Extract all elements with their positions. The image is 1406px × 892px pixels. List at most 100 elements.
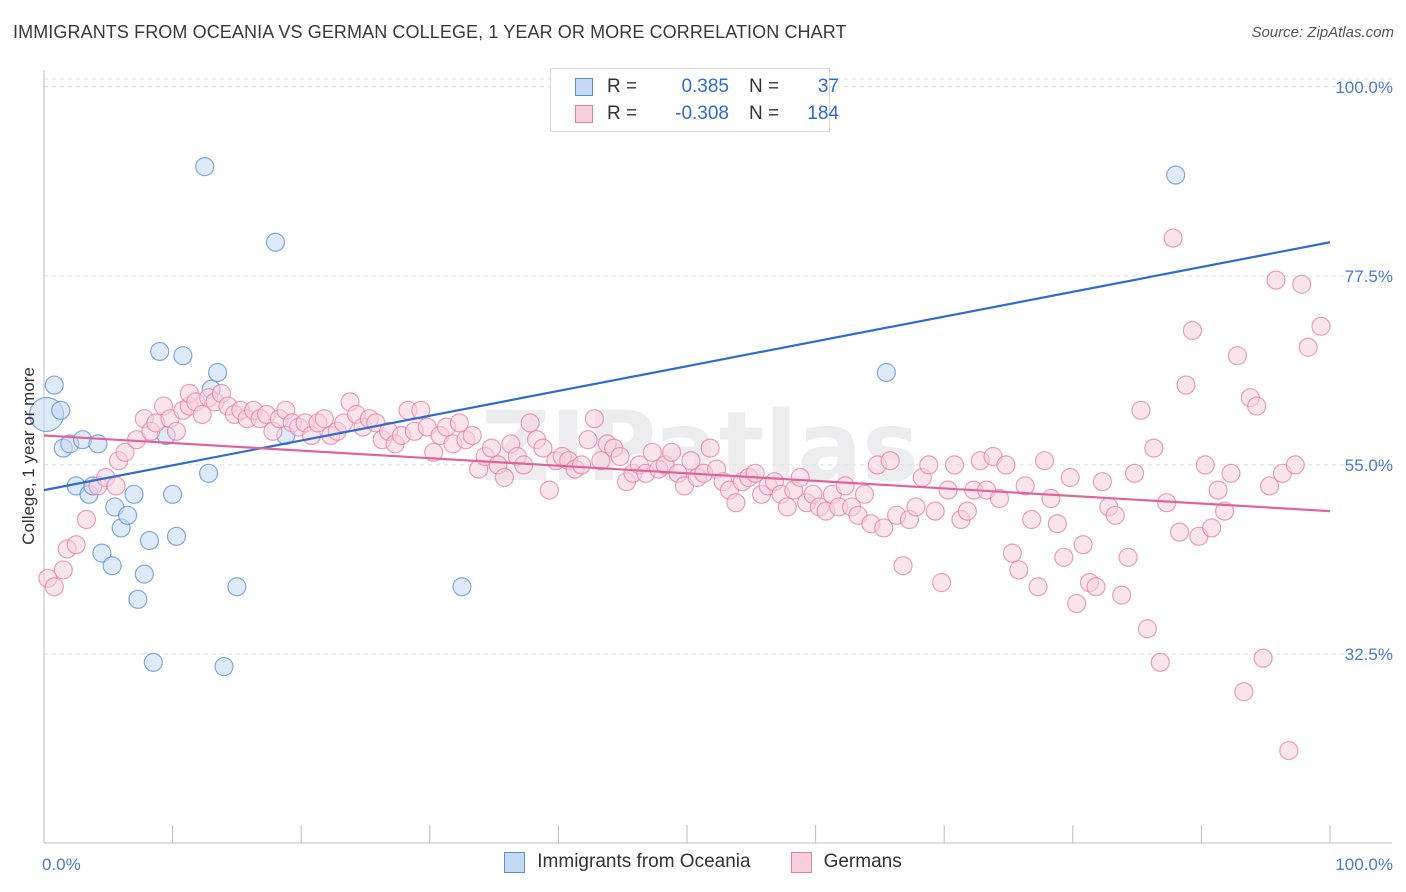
series-legend: Immigrants from Oceania Germans bbox=[0, 851, 1406, 873]
germans-point bbox=[66, 535, 86, 555]
germans-point bbox=[1253, 648, 1273, 668]
germans-point bbox=[944, 455, 965, 475]
germans-point bbox=[533, 438, 553, 458]
x-tick-label: 0.0% bbox=[42, 855, 81, 874]
legend-label: Germans bbox=[823, 851, 902, 872]
germans-point bbox=[1105, 505, 1125, 525]
germans-point bbox=[1073, 535, 1093, 555]
germans-point bbox=[1022, 509, 1042, 530]
germans-point bbox=[681, 451, 701, 471]
oceania-point bbox=[265, 232, 286, 252]
germans-point bbox=[642, 442, 662, 462]
germans-point bbox=[76, 509, 97, 530]
r-label: R = bbox=[607, 76, 638, 97]
legend-row-oceania: R = 0.385 N = 37 bbox=[575, 74, 839, 100]
germans-point bbox=[1015, 476, 1035, 496]
x-tick-labels: 0.0% 100.0% bbox=[42, 855, 1393, 874]
germans-point bbox=[106, 476, 126, 496]
axes bbox=[43, 70, 1392, 844]
oceania-point bbox=[139, 530, 160, 551]
germans-point bbox=[1247, 396, 1267, 416]
legend-label: Immigrants from Oceania bbox=[537, 851, 751, 872]
n-value: 184 bbox=[807, 103, 839, 124]
oceania-point bbox=[134, 564, 154, 584]
germans-point bbox=[1144, 438, 1164, 458]
germans-point bbox=[1137, 619, 1157, 639]
x-tick-label: 100.0% bbox=[1335, 855, 1393, 874]
legend-item-germans[interactable]: Germans bbox=[790, 851, 902, 873]
germans-point bbox=[957, 501, 977, 521]
legend-row-germans: R = -0.308 N = 184 bbox=[575, 101, 839, 127]
germans-point bbox=[1028, 577, 1048, 597]
germans-point bbox=[874, 518, 894, 538]
germans-point bbox=[919, 455, 939, 475]
germans-point bbox=[1182, 320, 1202, 341]
y-tick-label: 32.5% bbox=[1345, 645, 1393, 664]
oceania-point bbox=[227, 577, 247, 597]
germans-point bbox=[1311, 316, 1331, 336]
germans-point bbox=[1266, 270, 1286, 290]
germans-swatch bbox=[575, 105, 593, 123]
germans-point bbox=[932, 572, 952, 593]
germans-point bbox=[726, 493, 746, 513]
oceania-swatch bbox=[575, 78, 593, 96]
germans-point bbox=[1285, 455, 1305, 475]
germans-point bbox=[1112, 585, 1132, 605]
germans-point bbox=[1092, 472, 1112, 492]
oceania-point bbox=[452, 577, 472, 597]
germans-point bbox=[893, 556, 913, 576]
germans-point bbox=[591, 451, 611, 471]
y-axis-label: College, 1 year or more bbox=[19, 367, 38, 545]
germans-point bbox=[1060, 467, 1080, 488]
germans-point bbox=[996, 455, 1016, 475]
germans-point bbox=[462, 425, 482, 446]
germans-legend-swatch bbox=[790, 851, 812, 873]
germans-point bbox=[1176, 375, 1196, 395]
germans-point bbox=[192, 404, 212, 425]
germans-point bbox=[1067, 593, 1087, 614]
germans-point bbox=[880, 451, 900, 471]
germans-point bbox=[539, 480, 559, 500]
oceania-point bbox=[117, 505, 138, 525]
r-label: R = bbox=[607, 103, 638, 124]
r-value: -0.308 bbox=[675, 103, 729, 124]
germans-point bbox=[449, 413, 469, 433]
germans-point bbox=[610, 446, 630, 467]
germans-point bbox=[1208, 480, 1228, 500]
legend-item-oceania[interactable]: Immigrants from Oceania bbox=[504, 851, 751, 873]
oceania-point bbox=[128, 589, 148, 609]
stats-legend: R = 0.385 N = 37 R = -0.308 N = 184 bbox=[550, 68, 839, 132]
germans-point bbox=[1292, 274, 1312, 294]
y-tick-label: 100.0% bbox=[1335, 78, 1393, 97]
germans-point bbox=[777, 497, 797, 517]
n-value: 37 bbox=[817, 76, 839, 97]
germans-point bbox=[854, 484, 875, 504]
germans-point bbox=[661, 442, 682, 462]
germans-point bbox=[1202, 518, 1222, 538]
oceania-point bbox=[876, 362, 896, 383]
germans-point bbox=[1279, 740, 1299, 761]
oceania-point bbox=[92, 543, 112, 563]
germans-point bbox=[494, 467, 514, 488]
n-label: N = bbox=[749, 76, 780, 97]
oceania-point bbox=[208, 362, 228, 383]
data-points bbox=[28, 157, 1331, 761]
oceania-point bbox=[166, 526, 187, 546]
germans-point bbox=[314, 409, 334, 429]
oceania-point bbox=[173, 346, 193, 366]
germans-point bbox=[1163, 228, 1183, 248]
germans-point bbox=[1118, 547, 1138, 567]
germans-point bbox=[520, 413, 540, 433]
oceania-point bbox=[163, 484, 183, 504]
germans-point bbox=[1227, 346, 1248, 366]
oceania-point bbox=[124, 484, 144, 504]
germans-point bbox=[44, 577, 64, 597]
germans-point bbox=[411, 400, 431, 420]
germans-point bbox=[1131, 400, 1151, 420]
y-tick-labels: 32.5% 55.0% 77.5% 100.0% bbox=[1335, 78, 1393, 664]
germans-point bbox=[1002, 543, 1022, 563]
oceania-point bbox=[1166, 165, 1186, 185]
germans-point bbox=[424, 442, 444, 462]
oceania-legend-swatch bbox=[504, 851, 526, 873]
